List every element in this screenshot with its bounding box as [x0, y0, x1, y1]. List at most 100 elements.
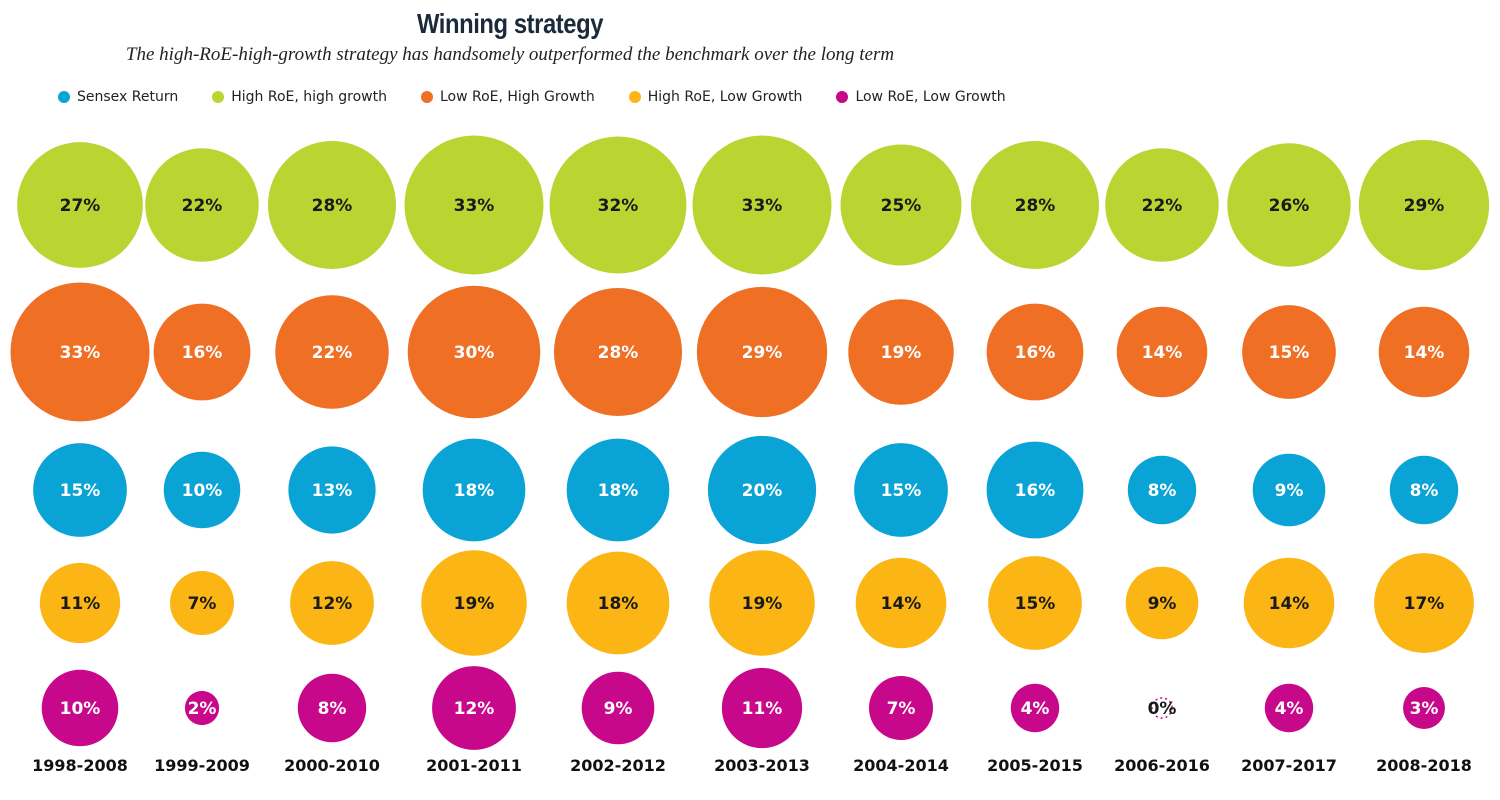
legend: Sensex Return High RoE, high growth Low …: [58, 86, 1040, 108]
data-label-low-roe-low-growth-2008-2018: 3%: [1410, 699, 1439, 719]
data-label-high-roe-high-growth-2004-2014: 25%: [881, 196, 922, 216]
data-label-high-roe-high-growth-2001-2011: 33%: [454, 196, 495, 216]
data-label-low-roe-low-growth-2002-2012: 9%: [604, 699, 633, 719]
data-label-high-roe-high-growth-1998-2008: 27%: [60, 196, 101, 216]
data-label-high-roe-low-growth-2007-2017: 14%: [1269, 594, 1310, 614]
bubble-low-roe-high-growth-2007-2017: [1242, 305, 1336, 399]
legend-label-low-roe-low-growth: Low RoE, Low Growth: [855, 89, 1006, 105]
bubble-low-roe-high-growth-2004-2014: [848, 299, 954, 405]
period-label-2005-2015: 2005-2015: [987, 756, 1083, 775]
bubble-low-roe-high-growth-2002-2012: [553, 287, 683, 417]
bubble-high-roe-low-growth-2002-2012: [566, 551, 670, 655]
bubble-high-roe-low-growth-1999-2009: [169, 570, 235, 636]
bubble-low-roe-low-growth-2003-2013: [721, 667, 803, 749]
data-label-high-roe-high-growth-2005-2015: 28%: [1015, 196, 1056, 216]
bubble-low-roe-high-growth-2006-2016: [1116, 306, 1208, 398]
bubble-high-roe-high-growth-2002-2012: [549, 136, 687, 274]
data-label-low-roe-low-growth-2000-2010: 8%: [318, 699, 347, 719]
legend-item-sensex: Sensex Return: [58, 89, 178, 105]
bubble-low-roe-low-growth-1998-2008: [41, 669, 119, 747]
legend-label-high-roe-low-growth: High RoE, Low Growth: [647, 89, 803, 105]
data-label-sensex-return-2003-2013: 20%: [742, 481, 783, 501]
bubble-low-roe-low-growth-2001-2011: [432, 666, 516, 750]
data-label-low-roe-high-growth-2008-2018: 14%: [1404, 343, 1445, 363]
bubble-low-roe-low-growth-2005-2015: [1010, 683, 1060, 733]
bubble-high-roe-low-growth-2007-2017: [1243, 557, 1335, 649]
bubble-sensex-return-2007-2017: [1252, 453, 1326, 527]
bubble-sensex-return-2008-2018: [1389, 455, 1459, 525]
data-label-sensex-return-2000-2010: 13%: [312, 481, 353, 501]
bubble-sensex-return-2003-2013: [707, 435, 817, 545]
data-label-sensex-return-2004-2014: 15%: [881, 481, 922, 501]
bubble-low-roe-low-growth-2004-2014: [868, 675, 934, 741]
data-label-high-roe-low-growth-2001-2011: 19%: [454, 594, 495, 614]
bubble-low-roe-high-growth-2003-2013: [696, 286, 828, 418]
data-label-high-roe-low-growth-2005-2015: 15%: [1015, 594, 1056, 614]
data-label-low-roe-low-growth-2005-2015: 4%: [1021, 699, 1050, 719]
data-label-low-roe-high-growth-2007-2017: 15%: [1269, 343, 1310, 363]
bubble-sensex-return-2005-2015: [986, 441, 1084, 539]
data-label-low-roe-high-growth-1999-2009: 16%: [182, 343, 223, 363]
period-label-2004-2014: 2004-2014: [853, 756, 949, 775]
data-label-low-roe-low-growth-2001-2011: 12%: [454, 699, 495, 719]
legend-swatch-low-roe-low-growth: [836, 91, 849, 103]
data-label-sensex-return-2006-2016: 8%: [1148, 481, 1177, 501]
bubble-high-roe-low-growth-2008-2018: [1374, 553, 1474, 653]
bubble-low-roe-low-growth-2006-2016: [1151, 697, 1173, 719]
period-label-1999-2009: 1999-2009: [154, 756, 250, 775]
bubble-low-roe-high-growth-1998-2008: [10, 282, 150, 422]
bubble-high-roe-low-growth-2006-2016: [1125, 566, 1199, 640]
bubble-high-roe-high-growth-2000-2010: [267, 140, 397, 270]
bubble-low-roe-low-growth-1999-2009: [184, 690, 220, 726]
data-label-low-roe-low-growth-2003-2013: 11%: [742, 699, 783, 719]
legend-swatch-sensex: [58, 91, 70, 103]
bubble-high-roe-high-growth-2003-2013: [692, 135, 832, 275]
bubble-high-roe-high-growth-2005-2015: [970, 140, 1100, 270]
bubble-high-roe-high-growth-1998-2008: [17, 142, 143, 268]
legend-swatch-low-roe-high-growth: [420, 91, 433, 103]
bubble-low-roe-low-growth-2002-2012: [581, 671, 655, 745]
legend-label-high-roe-high-growth: High RoE, high growth: [231, 89, 387, 105]
data-label-high-roe-high-growth-2003-2013: 33%: [742, 196, 783, 216]
data-label-high-roe-low-growth-2002-2012: 18%: [598, 594, 639, 614]
period-label-2008-2018: 2008-2018: [1376, 756, 1472, 775]
data-label-high-roe-high-growth-2002-2012: 32%: [598, 196, 639, 216]
bubble-high-roe-low-growth-2005-2015: [988, 556, 1082, 650]
data-label-high-roe-low-growth-2003-2013: 19%: [742, 594, 783, 614]
data-label-high-roe-low-growth-2004-2014: 14%: [881, 594, 922, 614]
data-label-sensex-return-2001-2011: 18%: [454, 481, 495, 501]
bubble-high-roe-high-growth-2001-2011: [404, 135, 544, 275]
bubble-low-roe-high-growth-1999-2009: [153, 303, 251, 401]
bubble-high-roe-high-growth-1999-2009: [145, 148, 259, 262]
data-label-low-roe-high-growth-2005-2015: 16%: [1015, 343, 1056, 363]
data-label-sensex-return-1999-2009: 10%: [182, 481, 223, 501]
bubble-low-roe-low-growth-2008-2018: [1403, 687, 1445, 729]
bubble-high-roe-high-growth-2007-2017: [1227, 143, 1351, 267]
legend-item-low-roe-high-growth: Low RoE, High Growth: [420, 89, 595, 105]
data-label-sensex-return-1998-2008: 15%: [60, 481, 101, 501]
data-label-high-roe-low-growth-1999-2009: 7%: [188, 594, 217, 614]
bubble-high-roe-low-growth-2001-2011: [421, 550, 527, 656]
data-label-low-roe-high-growth-2002-2012: 28%: [598, 343, 639, 363]
chart-subtitle: The high-RoE-high-growth strategy has ha…: [125, 44, 895, 65]
bubble-sensex-return-2006-2016: [1127, 455, 1197, 525]
bubble-high-roe-low-growth-2000-2010: [290, 561, 374, 645]
bubble-low-roe-low-growth-2007-2017: [1264, 683, 1314, 733]
legend-label-low-roe-high-growth: Low RoE, High Growth: [439, 89, 595, 105]
data-label-high-roe-low-growth-2000-2010: 12%: [312, 594, 353, 614]
bubble-low-roe-high-growth-2005-2015: [986, 303, 1084, 401]
data-label-low-roe-high-growth-2006-2016: 14%: [1142, 343, 1183, 363]
data-label-high-roe-low-growth-2006-2016: 9%: [1148, 594, 1177, 614]
bubble-sensex-return-2000-2010: [288, 446, 376, 534]
period-label-2007-2017: 2007-2017: [1241, 756, 1337, 775]
period-label-1998-2008: 1998-2008: [32, 756, 128, 775]
data-label-low-roe-low-growth-1999-2009: 2%: [188, 699, 217, 719]
bubble-high-roe-low-growth-1998-2008: [39, 562, 121, 644]
data-label-low-roe-high-growth-1998-2008: 33%: [60, 343, 101, 363]
legend-swatch-high-roe-high-growth: [212, 91, 225, 103]
bubble-low-roe-high-growth-2008-2018: [1378, 306, 1470, 398]
bubble-sensex-return-2004-2014: [854, 443, 948, 537]
data-label-low-roe-low-growth-1998-2008: 10%: [60, 699, 101, 719]
bubble-low-roe-high-growth-2000-2010: [275, 295, 389, 409]
